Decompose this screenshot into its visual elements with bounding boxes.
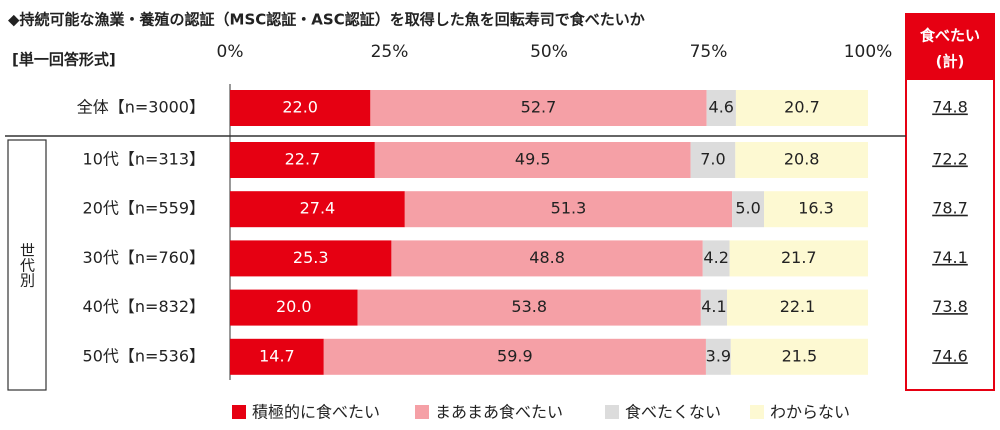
legend-swatch xyxy=(415,405,429,419)
data-label: 21.5 xyxy=(782,346,818,365)
data-label: 21.7 xyxy=(781,248,817,267)
group-label: 世代別 xyxy=(18,243,36,289)
total-value: 74.6 xyxy=(932,346,968,365)
chart-title: ◆持続可能な漁業・養殖の認証（MSC認証・ASC認証）を取得した魚を回転寿司で食… xyxy=(8,11,645,29)
data-label: 52.7 xyxy=(521,98,557,117)
total-value: 78.7 xyxy=(932,199,968,218)
bar-segment xyxy=(374,142,691,178)
x-tick-label: 75% xyxy=(690,42,728,62)
bar-segment xyxy=(735,142,868,178)
data-label: 16.3 xyxy=(798,199,834,218)
bar-segment xyxy=(700,289,728,326)
y-tick-label: 40代【n=832】 xyxy=(83,297,205,316)
data-label: 49.5 xyxy=(515,150,551,169)
total-value: 72.2 xyxy=(932,150,968,169)
total-value: 74.1 xyxy=(932,248,968,267)
y-tick-label: 10代【n=313】 xyxy=(83,150,205,169)
total-header: (計) xyxy=(936,53,965,71)
data-label: 4.2 xyxy=(703,248,728,267)
bar-segment xyxy=(705,338,731,375)
legend-swatch xyxy=(232,405,246,419)
data-label: 27.4 xyxy=(300,199,336,218)
legend-label: まあまあ食べたい xyxy=(435,403,563,422)
y-tick-label: 30代【n=760】 xyxy=(83,248,205,267)
bar-segment xyxy=(706,90,736,126)
data-label: 7.0 xyxy=(700,150,725,169)
data-label: 48.8 xyxy=(529,248,565,267)
bar-segment xyxy=(404,191,733,228)
bar-segment xyxy=(357,289,701,326)
total-header: 食べたい xyxy=(920,27,980,45)
y-tick-label: 20代【n=559】 xyxy=(83,199,205,218)
bar-segment xyxy=(323,338,706,375)
data-label: 14.7 xyxy=(259,346,295,365)
x-tick-label: 25% xyxy=(371,42,409,62)
total-value: 73.8 xyxy=(932,297,968,316)
bar-segment xyxy=(230,289,358,326)
data-label: 4.1 xyxy=(701,297,726,316)
bar-segment xyxy=(732,191,765,228)
data-label: 22.1 xyxy=(780,297,816,316)
x-tick-label: 50% xyxy=(530,42,568,62)
data-label: 3.9 xyxy=(706,346,731,365)
bar-segment xyxy=(230,142,375,178)
bar-segment xyxy=(370,90,707,126)
bar-segment xyxy=(230,338,324,375)
y-tick-label: 全体【n=3000】 xyxy=(77,98,205,117)
y-tick-label: 50代【n=536】 xyxy=(83,346,205,365)
data-label: 25.3 xyxy=(293,248,329,267)
data-label: 20.7 xyxy=(784,98,820,117)
legend-swatch xyxy=(605,405,619,419)
data-label: 59.9 xyxy=(497,346,533,365)
total-header-bg xyxy=(906,14,994,80)
x-tick-label: 0% xyxy=(217,42,244,62)
data-label: 22.7 xyxy=(285,150,321,169)
data-label: 5.0 xyxy=(735,199,760,218)
bar-segment xyxy=(230,191,405,228)
data-label: 51.3 xyxy=(551,199,587,218)
legend-label: 積極的に食べたい xyxy=(252,403,380,422)
x-tick-label: 100% xyxy=(844,42,893,62)
bar-segment xyxy=(764,191,868,228)
bar-segment xyxy=(702,240,730,277)
chart-subtitle: [単一回答形式] xyxy=(12,51,116,69)
bar-segment xyxy=(230,240,392,277)
bar-segment xyxy=(690,142,736,178)
bar-segment xyxy=(730,338,868,375)
data-label: 20.0 xyxy=(276,297,312,316)
total-value: 74.8 xyxy=(932,98,968,117)
bar-segment xyxy=(727,289,868,326)
data-label: 20.8 xyxy=(784,150,820,169)
data-label: 4.6 xyxy=(709,98,734,117)
bar-segment xyxy=(230,90,371,126)
bar-segment xyxy=(735,90,868,126)
bar-segment xyxy=(391,240,703,277)
data-label: 53.8 xyxy=(511,297,547,316)
legend-swatch xyxy=(750,405,764,419)
group-box xyxy=(7,139,47,391)
legend-label: わからない xyxy=(770,403,850,422)
legend-label: 食べたくない xyxy=(625,403,721,422)
bar-segment xyxy=(729,240,868,277)
data-label: 22.0 xyxy=(282,98,318,117)
